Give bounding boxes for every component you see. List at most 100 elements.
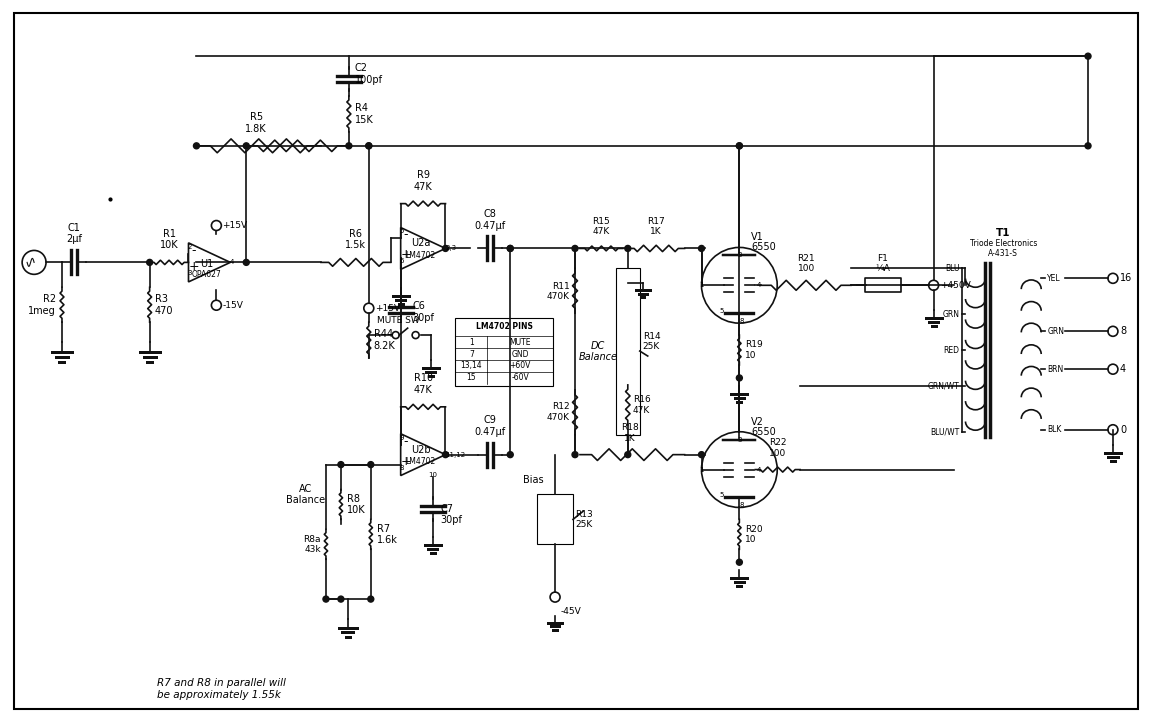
Text: R6
1.5k: R6 1.5k <box>345 228 367 250</box>
Text: 11,12: 11,12 <box>445 452 466 458</box>
Circle shape <box>624 452 631 458</box>
Circle shape <box>443 245 448 252</box>
Text: GND: GND <box>512 349 529 359</box>
Text: 7: 7 <box>469 349 474 359</box>
Text: DC
Balance: DC Balance <box>578 341 618 362</box>
Circle shape <box>1086 143 1091 149</box>
Text: 16: 16 <box>1120 273 1132 283</box>
Text: R5
1.8K: R5 1.8K <box>245 112 267 134</box>
Circle shape <box>244 143 250 149</box>
Circle shape <box>366 143 371 149</box>
Text: -45V: -45V <box>561 607 582 615</box>
Text: BLK: BLK <box>1048 425 1061 435</box>
Circle shape <box>244 260 250 265</box>
Text: 1: 1 <box>699 282 704 288</box>
Text: R11
470K: R11 470K <box>547 281 570 301</box>
Circle shape <box>366 143 371 149</box>
Text: R8
10K: R8 10K <box>347 494 366 515</box>
Circle shape <box>507 452 513 458</box>
Text: 8: 8 <box>1120 326 1126 336</box>
Text: YEL: YEL <box>1048 274 1060 283</box>
Text: R15
47K: R15 47K <box>592 217 611 236</box>
Text: -60V: -60V <box>512 374 529 382</box>
Text: U1: U1 <box>200 260 213 270</box>
Circle shape <box>147 260 153 265</box>
Bar <box>537 495 573 544</box>
Text: GRN/WT: GRN/WT <box>928 382 959 390</box>
Text: V1: V1 <box>751 233 764 242</box>
Text: R8a
43k: R8a 43k <box>304 534 321 554</box>
Text: R4
15K: R4 15K <box>355 103 374 125</box>
Text: 9: 9 <box>399 435 404 441</box>
Text: AC
Balance: AC Balance <box>286 484 325 505</box>
Text: R10
47K: R10 47K <box>414 373 432 395</box>
Text: 5: 5 <box>399 228 404 234</box>
Circle shape <box>338 596 344 602</box>
Circle shape <box>624 245 631 252</box>
Circle shape <box>736 375 743 381</box>
Text: +: + <box>400 249 411 262</box>
Text: MUTE SW: MUTE SW <box>377 316 420 325</box>
Text: +15V: +15V <box>222 221 247 230</box>
Text: +: + <box>400 455 411 468</box>
Circle shape <box>507 245 513 252</box>
Text: F1
¼A: F1 ¼A <box>875 254 890 273</box>
Text: 8: 8 <box>399 465 404 471</box>
Circle shape <box>698 245 705 252</box>
Text: 2,3: 2,3 <box>445 245 457 252</box>
Text: 6550: 6550 <box>751 427 776 437</box>
Circle shape <box>368 461 374 468</box>
Text: C7
30pf: C7 30pf <box>440 504 462 525</box>
Text: MUTE: MUTE <box>509 338 531 346</box>
Circle shape <box>507 245 513 252</box>
Text: R1
10K: R1 10K <box>160 228 178 250</box>
Circle shape <box>338 461 344 468</box>
Text: 10: 10 <box>428 471 437 478</box>
Text: 4: 4 <box>757 282 761 288</box>
Text: R19
10: R19 10 <box>745 341 764 360</box>
Circle shape <box>698 452 705 458</box>
Circle shape <box>736 143 743 149</box>
Text: R7 and R8 in parallel will
be approximately 1.55k: R7 and R8 in parallel will be approximat… <box>156 678 285 700</box>
Text: -: - <box>191 244 196 257</box>
Text: T1: T1 <box>996 228 1011 239</box>
Text: 2: 2 <box>187 244 192 250</box>
Text: 6: 6 <box>399 258 404 265</box>
Text: U2a: U2a <box>411 239 430 249</box>
Text: +60V: +60V <box>509 362 531 370</box>
Text: 15: 15 <box>467 374 476 382</box>
Text: OPA627: OPA627 <box>192 270 221 279</box>
Circle shape <box>368 596 374 602</box>
Text: 8: 8 <box>739 502 744 508</box>
Circle shape <box>1086 54 1091 59</box>
Text: R7
1.6k: R7 1.6k <box>377 523 398 545</box>
Circle shape <box>323 596 329 602</box>
Text: 6550: 6550 <box>751 242 776 252</box>
Text: R17
1K: R17 1K <box>647 217 665 236</box>
Text: -15V: -15V <box>222 301 244 309</box>
Text: U2b: U2b <box>411 445 430 455</box>
Text: R3
470: R3 470 <box>154 294 174 316</box>
Text: 8: 8 <box>739 318 744 324</box>
Text: 4: 4 <box>757 466 761 473</box>
Text: A-431-S: A-431-S <box>988 249 1018 258</box>
Text: -: - <box>404 228 408 241</box>
Text: BLU/WT: BLU/WT <box>930 427 959 436</box>
Circle shape <box>443 452 448 458</box>
Text: R20
10: R20 10 <box>745 525 762 544</box>
Text: C2
100pf: C2 100pf <box>355 64 383 85</box>
Bar <box>455 318 553 386</box>
Text: C8
0.47μf: C8 0.47μf <box>475 209 506 231</box>
Text: 0: 0 <box>1120 424 1126 435</box>
Text: 1: 1 <box>699 466 704 473</box>
Text: R14
25K: R14 25K <box>643 332 660 351</box>
Text: R2
1meg: R2 1meg <box>29 294 56 316</box>
Circle shape <box>736 559 743 565</box>
Text: GRN: GRN <box>1048 327 1064 335</box>
Text: R18
1K: R18 1K <box>621 423 638 442</box>
Text: GRN: GRN <box>943 309 959 319</box>
Circle shape <box>346 143 352 149</box>
Text: Bias: Bias <box>523 474 544 484</box>
Text: LM4702 PINS: LM4702 PINS <box>476 322 532 330</box>
Text: +: + <box>189 260 199 273</box>
